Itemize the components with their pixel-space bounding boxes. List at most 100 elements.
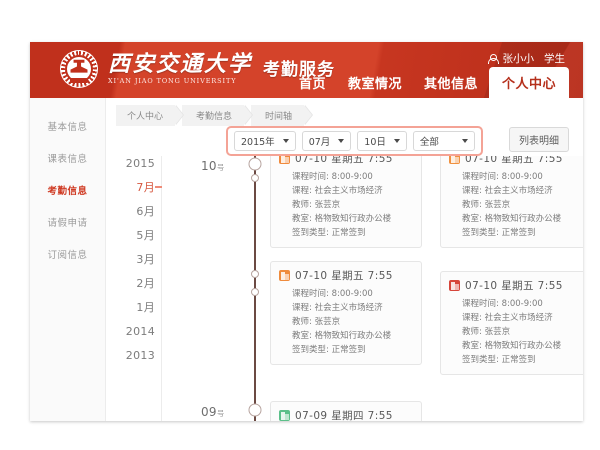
card-header: 07-10 星期五 7:55 [449,278,583,293]
label-course: 课程: [462,313,482,324]
month-item-2[interactable]: 2月 [136,277,155,290]
scope-select-value: 全部 [419,137,439,148]
university-seal-icon [60,50,98,88]
day-marker-number: 10 [201,159,217,173]
card-course-row: 课程: 社会主义市场经济 [449,311,583,325]
brand-logo: 西安交通大学 XI'AN JIAO TONG UNIVERSITY 考勤服务 [60,50,335,88]
card-time-row: 课程时间: 8:00-9:00 [449,297,583,311]
chevron-down-icon [393,139,400,143]
nav-tab-home[interactable]: 首页 [298,77,326,92]
card-signin-row: 签到类型: 正常签到 [449,353,583,367]
month-item-7[interactable]: 7月 [114,182,162,193]
timeline-card[interactable]: 07-10 星期五 7:55 课程时间: 8:00-9:00 课程: 社会主义市… [270,156,422,249]
list-detail-button[interactable]: 列表明细 [509,127,569,152]
nav-tab-other-info[interactable]: 其他信息 [423,77,478,92]
year-month-column: 2015 7月 6月 5月 3月 2月 1月 2014 2013 [114,156,162,421]
card-header: 07-10 星期五 7:55 [279,156,413,166]
attendance-orange-icon [449,156,460,164]
month-select-value: 07月 [308,137,331,148]
card-teacher-row: 教师: 张芸京 [279,198,413,212]
attendance-red-icon [449,280,460,291]
label-course: 课程: [462,186,482,197]
value-course: 社会主义市场经济 [314,303,383,314]
card-time-row: 课程时间: 8:00-9:00 [279,287,413,301]
timeline-node[interactable] [251,174,259,182]
card-teacher-row: 教师: 张芸京 [449,198,583,212]
card-title: 07-10 星期五 7:55 [295,156,393,165]
value-course: 社会主义市场经济 [484,313,553,324]
label-signin: 签到类型: [292,345,329,356]
timeline-node[interactable] [251,270,259,278]
sidebar-item-attendance-info[interactable]: 考勤信息 [47,186,88,197]
browser-window: 西安交通大学 XI'AN JIAO TONG UNIVERSITY 考勤服务 张… [30,42,583,421]
sidebar-item-leave-request[interactable]: 请假申请 [47,218,88,229]
card-time-row: 课程时间: 8:00-9:00 [279,170,413,184]
day-marker-suffix: 号 [216,163,225,172]
month-item-6[interactable]: 6月 [136,205,155,218]
site-header: 西安交通大学 XI'AN JIAO TONG UNIVERSITY 考勤服务 张… [30,42,583,98]
value-time: 8:00-9:00 [501,172,543,182]
university-name-cn: 西安交通大学 [108,51,253,78]
month-item-5[interactable]: 5月 [136,229,155,242]
chevron-down-icon [282,139,289,143]
value-signin: 正常签到 [331,228,366,239]
timeline-area: 2015 7月 6月 5月 3月 2月 1月 2014 2013 [106,156,583,421]
breadcrumb-item-personal-center[interactable]: 个人中心 [116,104,185,126]
value-course: 社会主义市场经济 [314,186,383,197]
label-room: 教室: [462,214,482,225]
sidebar-item-basic-info[interactable]: 基本信息 [47,122,88,133]
sidebar-item-schedule-info[interactable]: 课表信息 [47,154,88,165]
nav-tab-personal-center[interactable]: 个人中心 [488,67,569,98]
year-select[interactable]: 2015年 [234,131,296,151]
attendance-orange-icon [279,270,290,281]
timeline-card[interactable]: 07-10 星期五 7:55 课程时间: 8:00-9:00 课程: 社会主义市… [440,271,583,376]
breadcrumb: 个人中心 考勤信息 时间轴 [106,98,583,126]
nav-tab-classrooms[interactable]: 教室情况 [347,77,402,92]
value-room: 格物致知行政办公楼 [314,331,392,342]
label-time: 课程时间: [462,172,499,182]
timeline-card[interactable]: 07-10 星期五 7:55 课程时间: 8:00-9:00 课程: 社会主义市… [270,261,422,366]
scope-select[interactable]: 全部 [412,131,475,151]
label-room: 教室: [292,331,312,342]
filter-bar: 2015年 07月 10日 全部 [106,126,583,158]
card-course-row: 课程: 社会主义市场经济 [449,184,583,198]
breadcrumb-item-timeline[interactable]: 时间轴 [251,104,314,126]
value-teacher: 张芸京 [314,200,341,211]
label-teacher: 教师: [462,200,482,211]
month-item-1[interactable]: 1月 [136,301,155,314]
content-area: 个人中心 考勤信息 时间轴 2015年 07月 [106,98,583,421]
timeline-node[interactable] [251,288,259,296]
label-time: 课程时间: [462,299,499,309]
user-role: 学生 [544,53,565,65]
year-item-2014[interactable]: 2014 [125,325,155,338]
card-signin-row: 签到类型: 正常签到 [449,226,583,240]
year-item-2013[interactable]: 2013 [125,349,155,362]
sidebar: 基本信息 课表信息 考勤信息 请假申请 订阅信息 [30,98,106,421]
day-marker-10: 10号 [201,159,225,173]
day-select[interactable]: 10日 [357,131,407,151]
label-room: 教室: [462,341,482,352]
value-time: 8:00-9:00 [331,289,373,299]
label-time: 课程时间: [292,172,329,182]
sidebar-item-subscription-info[interactable]: 订阅信息 [47,250,88,261]
value-room: 格物致知行政办公楼 [484,214,562,225]
card-signin-row: 签到类型: 正常签到 [279,226,413,240]
label-time: 课程时间: [292,289,329,299]
year-item-2015[interactable]: 2015 [125,157,155,170]
card-room-row: 教室: 格物致知行政办公楼 [279,212,413,226]
timeline-node[interactable] [248,403,262,417]
card-room-row: 教室: 格物致知行政办公楼 [449,212,583,226]
card-header: 07-10 星期五 7:55 [449,156,583,166]
timeline-card[interactable]: 07-10 星期五 7:55 课程时间: 8:00-9:00 课程: 社会主义市… [440,156,583,249]
month-select[interactable]: 07月 [301,131,352,151]
user-info[interactable]: 张小小 学生 [487,51,565,66]
timeline-node[interactable] [248,157,262,171]
timeline-card[interactable]: 07-09 星期四 7:55 课程时间: 8:00-9:00 课程: 社会主义市… [270,401,422,421]
attendance-green-icon [279,410,290,421]
value-teacher: 张芸京 [484,200,511,211]
month-item-3[interactable]: 3月 [136,253,155,266]
value-time: 8:00-9:00 [501,299,543,309]
card-course-row: 课程: 社会主义市场经济 [279,301,413,315]
breadcrumb-item-attendance-info[interactable]: 考勤信息 [182,104,254,126]
